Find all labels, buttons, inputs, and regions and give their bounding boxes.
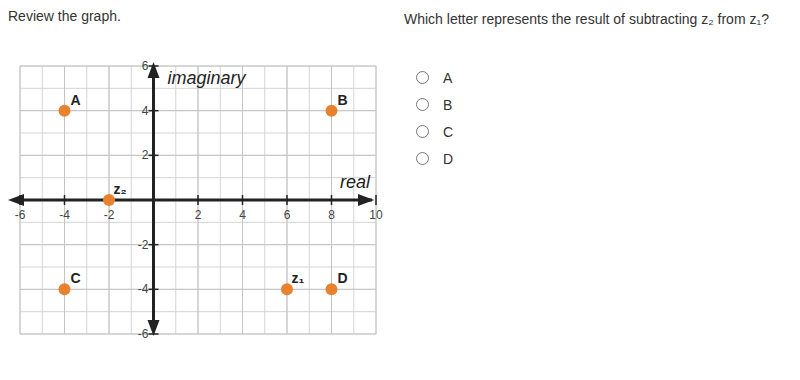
point bbox=[59, 283, 71, 295]
tick-label: 4 bbox=[142, 104, 149, 118]
grid-line bbox=[198, 66, 199, 334]
y-axis bbox=[152, 70, 155, 330]
axis-label: imaginary bbox=[168, 68, 247, 88]
tick-label: 6 bbox=[284, 208, 291, 222]
tick-label: -6 bbox=[15, 208, 26, 222]
axis-label: real bbox=[340, 172, 371, 192]
minor-grid-line bbox=[20, 155, 376, 156]
radio-button[interactable] bbox=[416, 125, 429, 138]
minor-grid-line bbox=[20, 334, 376, 335]
option-label[interactable]: D bbox=[443, 151, 453, 167]
grid-line bbox=[20, 110, 376, 111]
radio-button[interactable] bbox=[416, 152, 429, 165]
option[interactable]: C bbox=[416, 118, 453, 145]
point-label: C bbox=[70, 270, 80, 286]
minor-grid-line bbox=[20, 110, 376, 111]
option-label[interactable]: C bbox=[443, 124, 453, 140]
point-label: B bbox=[337, 92, 347, 108]
tick bbox=[149, 65, 159, 67]
x-axis bbox=[16, 199, 372, 202]
point bbox=[326, 105, 338, 117]
tick-label: -2 bbox=[138, 238, 149, 252]
minor-grid-line bbox=[20, 289, 376, 290]
minor-grid-line bbox=[20, 66, 376, 67]
tick-label: 2 bbox=[195, 208, 202, 222]
grid-line bbox=[242, 66, 243, 334]
point-label: z₂ bbox=[113, 181, 126, 197]
tick-label: -4 bbox=[138, 282, 149, 296]
points bbox=[59, 105, 338, 296]
arrow bbox=[148, 62, 160, 78]
point-label: A bbox=[70, 92, 80, 108]
tick bbox=[286, 195, 288, 205]
question: Which letter represents the result of su… bbox=[404, 8, 789, 30]
minor-grid-line bbox=[20, 244, 376, 245]
tick-label: 4 bbox=[239, 208, 246, 222]
minor-grid-line bbox=[153, 66, 154, 334]
tick-label: 2 bbox=[142, 148, 149, 162]
radio-button[interactable] bbox=[416, 98, 429, 111]
point-labels: A B C Dz₂ z₁ bbox=[70, 92, 347, 287]
arrow bbox=[8, 194, 24, 206]
tick bbox=[149, 110, 159, 112]
axes: -6 -4 -2 2 4 6 8 10 -6 -4 -2 2 4 6 imaginary real bbox=[8, 59, 383, 341]
arrow bbox=[358, 194, 374, 206]
tick bbox=[64, 195, 66, 205]
chart: -6 -4 -2 2 4 6 8 10 -6 -4 -2 2 4 6 imaginary real A B C Dz₂… bbox=[0, 0, 400, 380]
grid-line bbox=[20, 66, 21, 334]
point-label: z₁ bbox=[292, 270, 305, 286]
grid-line bbox=[376, 66, 377, 334]
tick-label: 10 bbox=[369, 208, 383, 222]
point bbox=[326, 283, 338, 295]
tick bbox=[149, 289, 159, 291]
tick-label: 8 bbox=[328, 208, 335, 222]
grid-line bbox=[20, 244, 376, 245]
tick bbox=[331, 195, 333, 205]
point bbox=[59, 105, 71, 117]
radio-button[interactable] bbox=[416, 71, 429, 84]
tick-label: -4 bbox=[59, 208, 70, 222]
tick bbox=[149, 155, 159, 157]
tick-label: -2 bbox=[104, 208, 115, 222]
point-label: D bbox=[337, 270, 347, 286]
option-label[interactable]: A bbox=[443, 70, 452, 86]
grid-line bbox=[20, 155, 376, 156]
option[interactable]: B bbox=[416, 91, 453, 118]
tick-label: -6 bbox=[138, 327, 149, 341]
instruction: Review the graph. bbox=[8, 8, 121, 24]
tick bbox=[149, 333, 159, 335]
tick bbox=[149, 244, 159, 246]
tick bbox=[19, 195, 21, 205]
tick bbox=[375, 195, 377, 205]
grid-line bbox=[20, 334, 376, 335]
minor-grid-line bbox=[20, 66, 21, 334]
minor-grid-line bbox=[198, 66, 199, 334]
option[interactable]: A bbox=[416, 64, 453, 91]
arrow bbox=[148, 320, 160, 336]
tick-label: 6 bbox=[142, 59, 149, 73]
options: ABCD bbox=[416, 64, 453, 172]
tick bbox=[242, 195, 244, 205]
minor-grid-line bbox=[376, 66, 377, 334]
grid-line bbox=[20, 289, 376, 290]
grid-line bbox=[20, 66, 376, 67]
tick bbox=[197, 195, 199, 205]
minor-grid-line bbox=[242, 66, 243, 334]
option[interactable]: D bbox=[416, 145, 453, 172]
option-label[interactable]: B bbox=[443, 97, 452, 113]
